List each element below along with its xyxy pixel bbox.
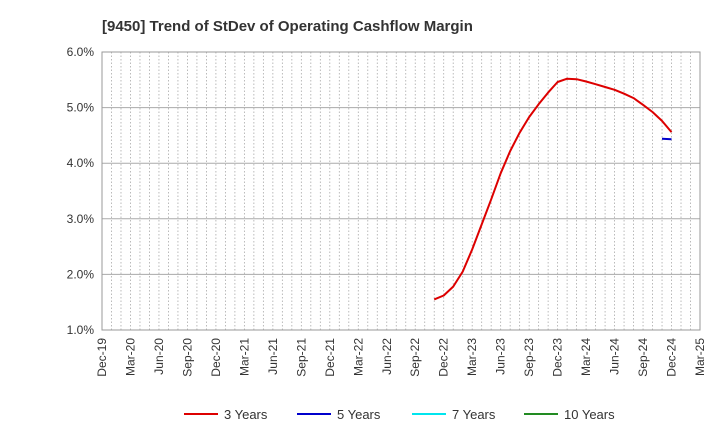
- y-tick-label: 2.0%: [67, 267, 95, 281]
- x-axis: Dec-19 Mar-20 Jun-20 Sep-20 Dec-20 Mar-21 Jun-…: [95, 338, 707, 377]
- x-tick-label: Dec-22: [437, 338, 451, 377]
- x-tick-label: Dec-23: [551, 338, 565, 377]
- x-tick-label: Mar-21: [237, 338, 251, 376]
- x-tick-label: Jun-20: [152, 338, 166, 375]
- x-tick-label: Jun-22: [380, 338, 394, 375]
- x-tick-label: Dec-20: [209, 338, 223, 377]
- x-tick-label: Dec-21: [323, 338, 337, 377]
- y-tick-label: 5.0%: [67, 101, 95, 115]
- y-axis: 1.0% 2.0% 3.0% 4.0% 5.0% 6.0%: [67, 45, 95, 337]
- series-lines: [433, 77, 673, 301]
- legend-label: 3 Years: [224, 407, 268, 422]
- legend-label: 5 Years: [337, 407, 381, 422]
- x-tick-label: Jun-23: [494, 338, 508, 375]
- x-tick-label: Sep-21: [294, 338, 308, 377]
- x-tick-label: Sep-22: [408, 338, 422, 377]
- x-tick-label: Mar-20: [123, 338, 137, 376]
- gridlines: [102, 52, 700, 330]
- chart-title: [9450] Trend of StDev of Operating Cashf…: [102, 18, 473, 35]
- x-tick-label: Sep-20: [180, 338, 194, 377]
- x-tick-label: Mar-23: [465, 338, 479, 376]
- x-tick-label: Sep-24: [636, 338, 650, 377]
- series-line: [661, 137, 672, 141]
- x-tick-label: Dec-24: [665, 338, 679, 377]
- x-tick-label: Sep-23: [522, 338, 536, 377]
- x-tick-label: Dec-19: [95, 338, 109, 377]
- x-tick-label: Mar-22: [351, 338, 365, 376]
- x-tick-label: Jun-24: [608, 338, 622, 375]
- legend-label: 10 Years: [564, 407, 615, 422]
- x-tick-label: Jun-21: [266, 338, 280, 375]
- series-line: [433, 77, 673, 301]
- x-tick-label: Mar-25: [693, 338, 707, 376]
- plot-area: [101, 51, 701, 331]
- x-tick-label: Mar-24: [579, 338, 593, 376]
- y-tick-label: 1.0%: [67, 323, 95, 337]
- legend-label: 7 Years: [452, 407, 496, 422]
- y-tick-label: 6.0%: [67, 45, 95, 59]
- legend: 3 Years 5 Years 7 Years 10 Years: [184, 407, 615, 422]
- y-tick-label: 3.0%: [67, 212, 95, 226]
- y-tick-label: 4.0%: [67, 156, 95, 170]
